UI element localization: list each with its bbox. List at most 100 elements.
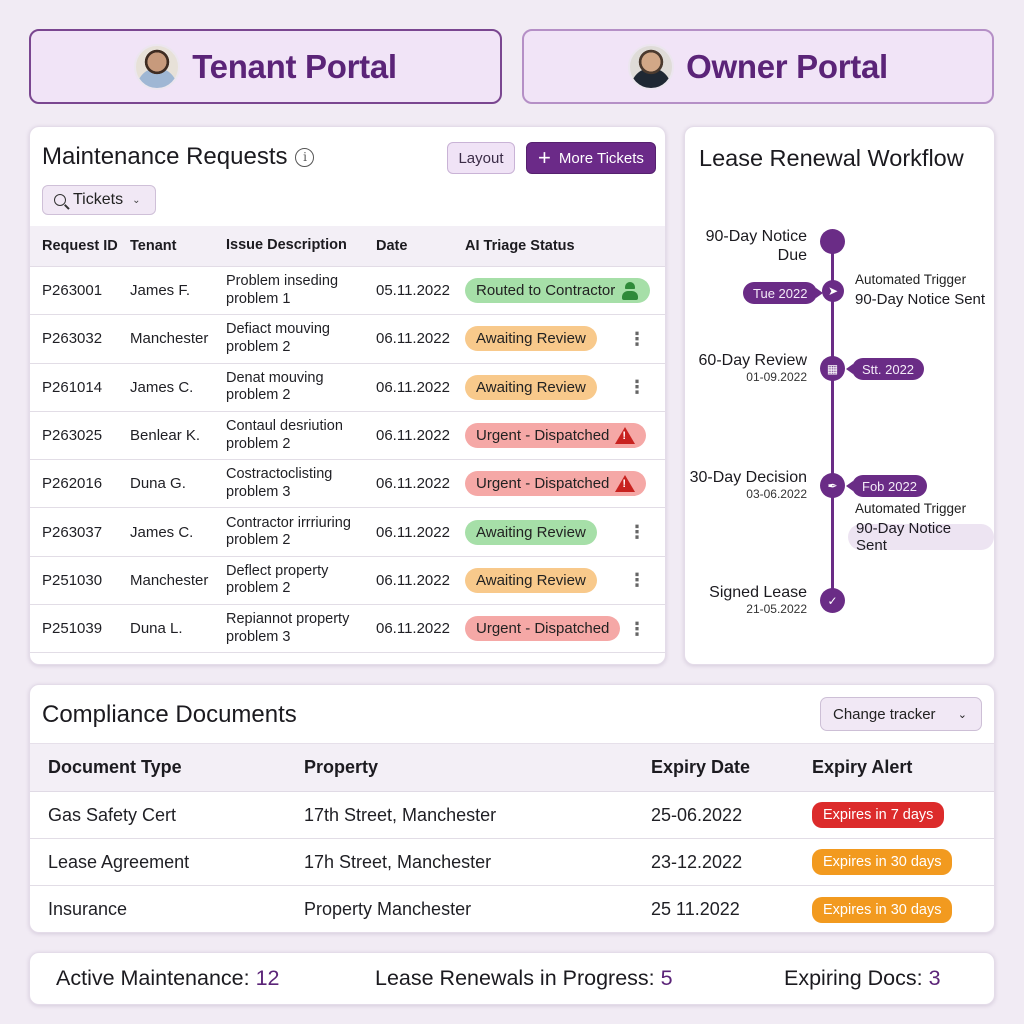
table-row[interactable]: P263037 James C. Contractor irrriuring pr…	[30, 508, 665, 557]
more-icon[interactable]: ⋮	[628, 328, 646, 349]
layout-button[interactable]: Layout	[447, 142, 515, 174]
status-badge[interactable]: Awaiting Review	[465, 567, 597, 593]
tenant-name: James F.	[130, 282, 191, 300]
issue-description: Costractoclisting problem 3	[226, 466, 376, 501]
stat-value: 3	[928, 966, 941, 990]
table-row[interactable]: P263001 James F. Problem inseding problem…	[30, 267, 665, 316]
col-document-type[interactable]: Document Type	[48, 757, 182, 777]
status-badge[interactable]: Awaiting Review	[465, 374, 597, 400]
tenant-name: James C.	[130, 378, 194, 396]
more-icon[interactable]: ⋮	[628, 570, 646, 591]
owner-portal-label: Owner Portal	[686, 47, 888, 85]
more-icon[interactable]: ⋮	[628, 522, 646, 543]
more-icon[interactable]: ⋮	[628, 377, 646, 398]
chevron-down-icon: ⌄	[132, 194, 141, 206]
step-node-90-day[interactable]	[820, 229, 845, 254]
change-tracker-dropdown[interactable]: Change tracker ⌄	[820, 697, 982, 731]
step-signed-label: Signed Lease 21-05.2022	[709, 583, 807, 616]
issue-line-2: problem 2	[226, 338, 291, 355]
pen-icon[interactable]: ✒	[820, 473, 845, 498]
issue-description: Contaul desriution problem 2	[226, 418, 376, 453]
issue-line-1: Denat mouving	[226, 369, 324, 386]
table-row[interactable]: P262016 Duna G. Costractoclisting problem…	[30, 460, 665, 509]
tickets-filter-dropdown[interactable]: Tickets ⌄	[42, 185, 156, 215]
tenant-name: Manchester	[130, 571, 209, 589]
table-row[interactable]: P251039 Duna L. Repiannot property proble…	[30, 605, 665, 654]
owner-portal-button[interactable]: Owner Portal	[522, 29, 994, 104]
request-id: P261014	[42, 378, 103, 396]
trigger-label: Automated Trigger	[855, 272, 967, 287]
col-request-id[interactable]: Request ID	[42, 238, 118, 254]
step-date: 21-05.2022	[746, 602, 807, 616]
expiry-alert-badge[interactable]: Expires in 7 days	[812, 802, 945, 828]
issue-line-2: problem 2	[226, 387, 291, 404]
col-issue-description[interactable]: Issue Description	[226, 237, 347, 254]
stat-label: Active Maintenance:	[56, 966, 250, 990]
table-row[interactable]: P251030 Manchester Deflect property probl…	[30, 557, 665, 606]
calendar-icon[interactable]: ▦	[820, 356, 845, 381]
compliance-title: Compliance Documents	[42, 701, 297, 728]
more-tickets-label: More Tickets	[558, 149, 644, 167]
status-label: Routed to Contractor	[476, 282, 616, 300]
status-badge[interactable]: Awaiting Review	[465, 326, 597, 352]
status-badge[interactable]: Urgent - Dispatched	[465, 423, 647, 449]
tickets-filter-label: Tickets	[73, 191, 124, 208]
chevron-down-icon: ⌄	[957, 708, 967, 721]
status-badge[interactable]: Routed to Contractor	[465, 278, 651, 304]
table-row[interactable]: P261014 James C. Denat mouving problem 2 …	[30, 364, 665, 412]
issue-line-2: problem 3	[226, 628, 291, 645]
expiry-date: 25-06.2022	[651, 804, 743, 825]
request-date: 05.11.2022	[376, 282, 450, 300]
step-30-day-label: 30-Day Decision 03-06.2022	[690, 468, 807, 501]
request-id: P262016	[42, 475, 103, 493]
warning-icon	[615, 475, 636, 493]
document-type: Insurance	[48, 899, 128, 919]
tenant-name: Duna L.	[130, 620, 183, 638]
tenant-name: James C.	[130, 523, 194, 541]
request-id: P263032	[42, 330, 103, 348]
col-tenant[interactable]: Tenant	[130, 238, 177, 254]
tenant-portal-button[interactable]: Tenant Portal	[29, 29, 502, 104]
status-badge[interactable]: Urgent - Dispatched	[465, 616, 621, 642]
issue-line-1: Defiact mouving	[226, 321, 330, 338]
request-id: P251030	[42, 571, 103, 589]
table-row[interactable]: Lease Agreement 17h Street, Manchester 2…	[30, 839, 994, 886]
step-title: 60-Day Review	[698, 352, 807, 369]
status-badge[interactable]: Awaiting Review	[465, 519, 597, 545]
request-date: 06.11.2022	[376, 475, 450, 493]
issue-description: Contractor irrriuring problem 2	[226, 515, 376, 550]
request-date: 06.11.2022	[376, 571, 450, 589]
document-type: Gas Safety Cert	[48, 804, 177, 825]
more-icon[interactable]: ⋮	[628, 618, 646, 639]
expiry-alert-badge[interactable]: Expires in 30 days	[812, 849, 953, 875]
col-expiry-alert[interactable]: Expiry Alert	[812, 757, 913, 777]
expiry-alert-badge[interactable]: Expires in 30 days	[812, 896, 953, 923]
col-expiry-date[interactable]: Expiry Date	[651, 757, 751, 777]
col-ai-triage-status[interactable]: AI Triage Status	[465, 238, 575, 254]
table-row[interactable]: P263032 Manchester Defiact mouving proble…	[30, 315, 665, 364]
issue-description: Problem inseding problem 1	[226, 273, 376, 308]
table-row[interactable]: Gas Safety Cert 17th Street, Manchester …	[30, 792, 994, 839]
request-id: P263037	[42, 523, 103, 541]
issue-line-2: problem 3	[226, 483, 291, 500]
request-id: P263025	[42, 427, 103, 445]
request-id: P251039	[42, 620, 103, 638]
check-icon[interactable]: ✓	[820, 588, 845, 613]
table-row[interactable]: Insurance Property Manchester 25 11.2022…	[30, 886, 994, 932]
send-icon[interactable]: ➤	[822, 280, 844, 302]
issue-line-2: problem 2	[226, 435, 291, 452]
request-date: 06.11.2022	[376, 427, 450, 445]
col-date[interactable]: Date	[376, 238, 408, 254]
stat-label: Expiring Docs:	[784, 966, 923, 990]
date-tag: Tue 2022	[743, 282, 824, 304]
maintenance-title: Maintenance Requests	[42, 143, 288, 170]
issue-description: Deflect property problem 2	[226, 563, 376, 598]
more-tickets-button[interactable]: + More Tickets	[526, 142, 656, 174]
document-type: Lease Agreement	[48, 851, 190, 872]
issue-description: Denat mouving problem 2	[226, 370, 376, 405]
table-row[interactable]: P263025 Benlear K. Contaul desriution pro…	[30, 412, 665, 461]
info-icon[interactable]: i	[295, 147, 315, 167]
stat-label: Lease Renewals in Progress:	[375, 966, 655, 990]
status-badge[interactable]: Urgent - Dispatched	[465, 471, 647, 497]
col-property[interactable]: Property	[304, 757, 379, 777]
